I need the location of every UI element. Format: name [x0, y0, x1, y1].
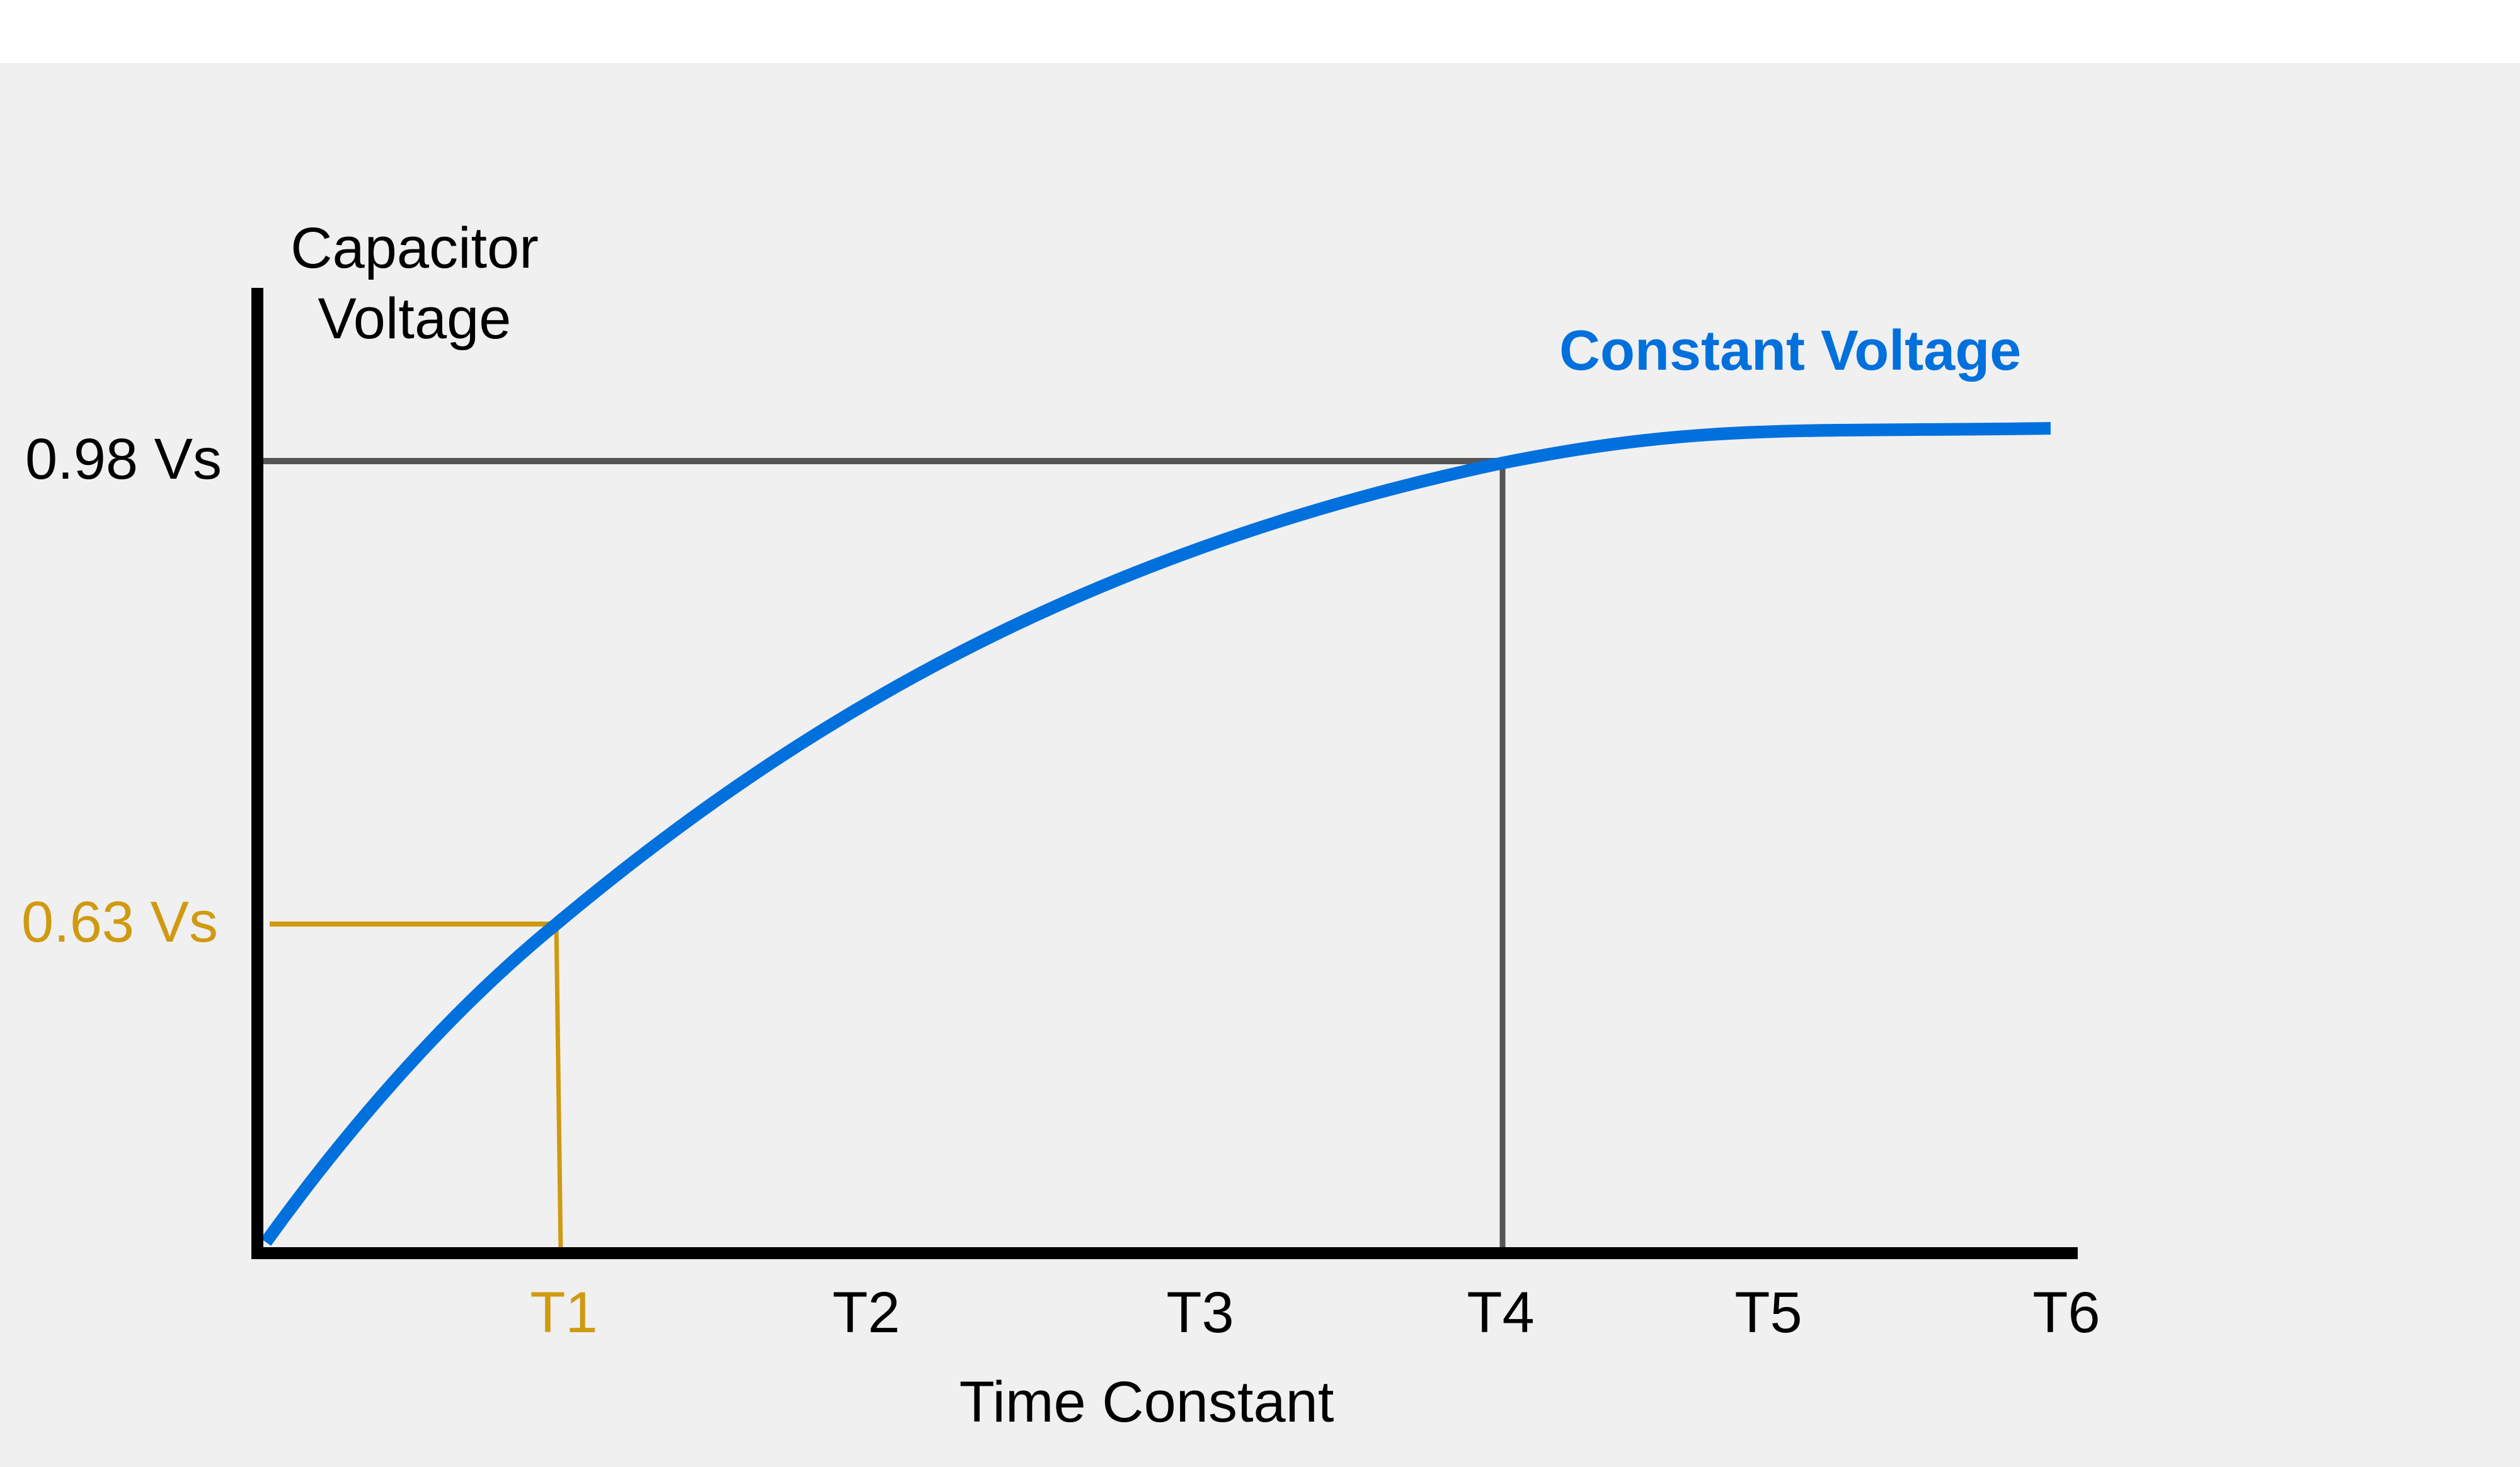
xtick-t3: T3 [1166, 1281, 1234, 1345]
y-axis-title-line1: Capacitor [290, 216, 539, 280]
x-axis [251, 1247, 2078, 1259]
y-axis-title-line2: Voltage [318, 287, 512, 351]
y-axis-title: Capacitor Voltage [282, 213, 547, 354]
ytick-label-098: 0.98 Vs [25, 427, 222, 491]
xtick-t2: T2 [832, 1281, 900, 1345]
y-axis [251, 288, 263, 1259]
top-white-band [0, 0, 2520, 63]
ytick-label-063: 0.63 Vs [21, 890, 218, 954]
xtick-t6: T6 [2032, 1281, 2100, 1345]
reference-line-t1-vertical [554, 923, 563, 1249]
xtick-t5: T5 [1734, 1281, 1802, 1345]
series-label-constant-voltage: Constant Voltage [1559, 319, 2022, 382]
xtick-t1: T1 [530, 1281, 598, 1345]
charging-curve [260, 422, 2051, 1246]
x-axis-title: Time Constant [959, 1370, 1334, 1434]
xtick-t4: T4 [1467, 1281, 1535, 1345]
